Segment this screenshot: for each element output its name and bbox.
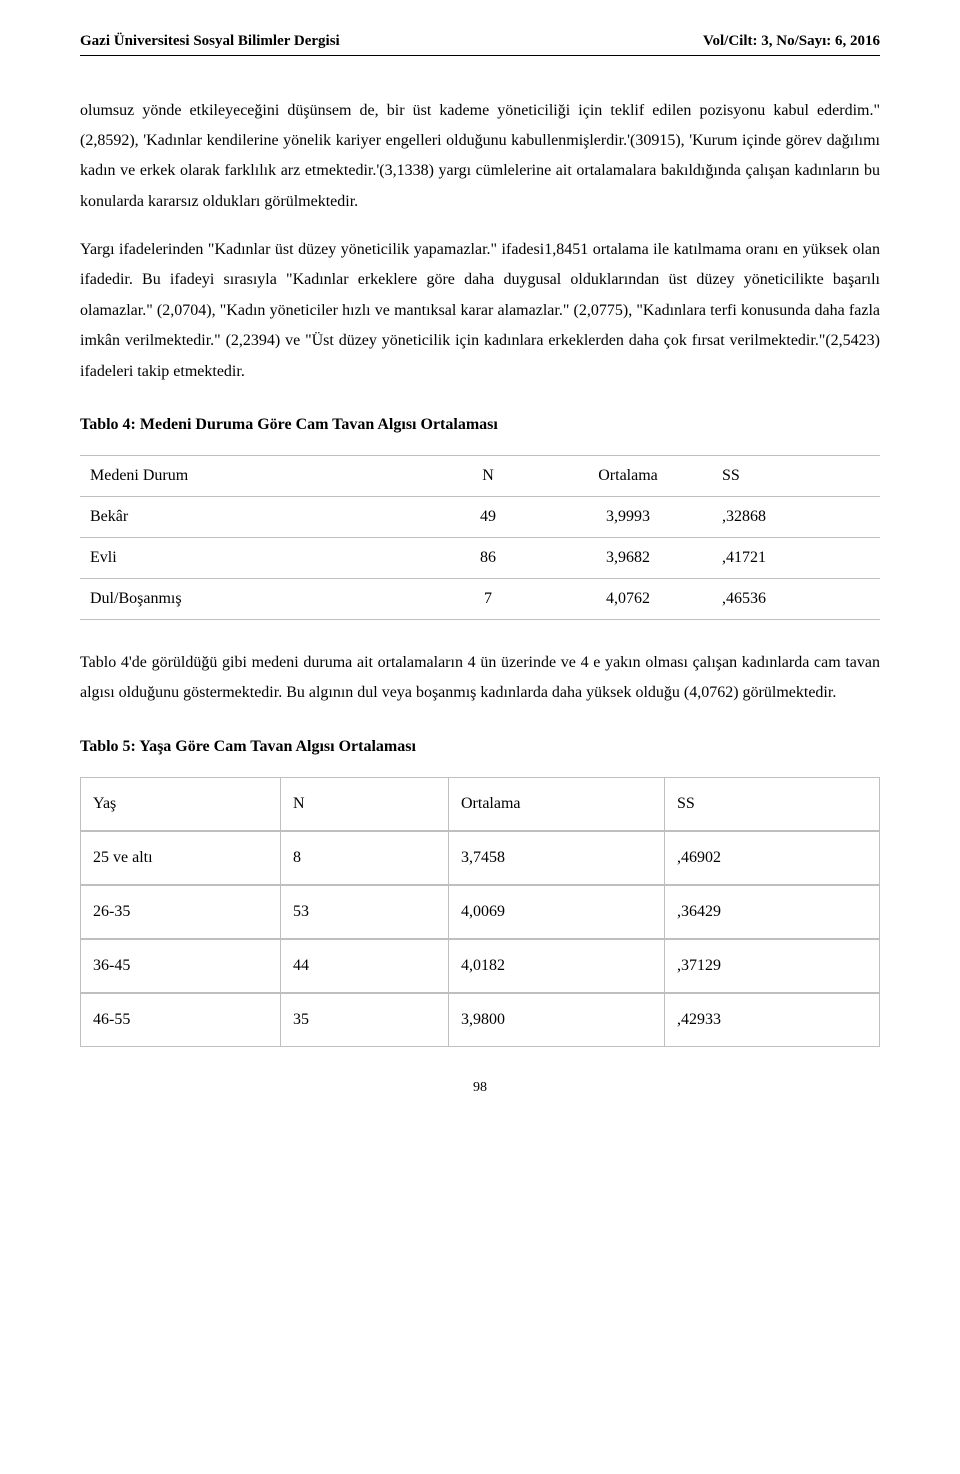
cell: Evli [80, 538, 432, 579]
table4-caption: Tablo 4: Medeni Duruma Göre Cam Tavan Al… [80, 413, 880, 437]
cell: 3,9800 [448, 993, 664, 1047]
table-row: 25 ve altı 8 3,7458 ,46902 [80, 831, 880, 885]
cell: 3,9682 [544, 538, 712, 579]
journal-title: Gazi Üniversitesi Sosyal Bilimler Dergis… [80, 30, 340, 53]
paragraph-1: olumsuz yönde etkileyeceğini düşünsem de… [80, 96, 880, 218]
table4-header-c4: SS [712, 456, 880, 497]
cell: 26-35 [80, 885, 280, 939]
table4: Medeni Durum N Ortalama SS Bekâr 49 3,99… [80, 455, 880, 620]
table-row: 36-45 44 4,0182 ,37129 [80, 939, 880, 993]
cell: ,37129 [664, 939, 880, 993]
cell: ,32868 [712, 497, 880, 538]
cell: 3,9993 [544, 497, 712, 538]
cell: 49 [432, 497, 544, 538]
cell: 7 [432, 579, 544, 620]
cell: ,36429 [664, 885, 880, 939]
table5-caption: Tablo 5: Yaşa Göre Cam Tavan Algısı Orta… [80, 735, 880, 759]
paragraph-2: Yargı ifadelerinden "Kadınlar üst düzey … [80, 235, 880, 387]
table-header-row: Medeni Durum N Ortalama SS [80, 456, 880, 497]
cell: 3,7458 [448, 831, 664, 885]
table4-header-c3: Ortalama [544, 456, 712, 497]
paragraph-3: Tablo 4'de görüldüğü gibi medeni duruma … [80, 648, 880, 709]
cell: ,46536 [712, 579, 880, 620]
cell: Bekâr [80, 497, 432, 538]
cell: 4,0762 [544, 579, 712, 620]
cell: 86 [432, 538, 544, 579]
table5-header-c1: Yaş [80, 777, 280, 831]
cell: ,41721 [712, 538, 880, 579]
cell: 53 [280, 885, 448, 939]
table-row: Dul/Boşanmış 7 4,0762 ,46536 [80, 579, 880, 620]
cell: Dul/Boşanmış [80, 579, 432, 620]
table-row: Evli 86 3,9682 ,41721 [80, 538, 880, 579]
table-row: 26-35 53 4,0069 ,36429 [80, 885, 880, 939]
table-row: 46-55 35 3,9800 ,42933 [80, 993, 880, 1047]
page-number: 98 [80, 1077, 880, 1098]
cell: ,46902 [664, 831, 880, 885]
cell: ,42933 [664, 993, 880, 1047]
table5-header-c3: Ortalama [448, 777, 664, 831]
cell: 36-45 [80, 939, 280, 993]
table-row: Bekâr 49 3,9993 ,32868 [80, 497, 880, 538]
table5-header-c4: SS [664, 777, 880, 831]
cell: 4,0182 [448, 939, 664, 993]
cell: 35 [280, 993, 448, 1047]
table5: Yaş N Ortalama SS 25 ve altı 8 3,7458 ,4… [80, 777, 880, 1047]
issue-info: Vol/Cilt: 3, No/Sayı: 6, 2016 [703, 30, 880, 53]
table5-header-c2: N [280, 777, 448, 831]
cell: 44 [280, 939, 448, 993]
cell: 8 [280, 831, 448, 885]
table4-header-c2: N [432, 456, 544, 497]
cell: 46-55 [80, 993, 280, 1047]
cell: 25 ve altı [80, 831, 280, 885]
table-header-row: Yaş N Ortalama SS [80, 777, 880, 831]
cell: 4,0069 [448, 885, 664, 939]
running-header: Gazi Üniversitesi Sosyal Bilimler Dergis… [80, 30, 880, 56]
table4-header-c1: Medeni Durum [80, 456, 432, 497]
